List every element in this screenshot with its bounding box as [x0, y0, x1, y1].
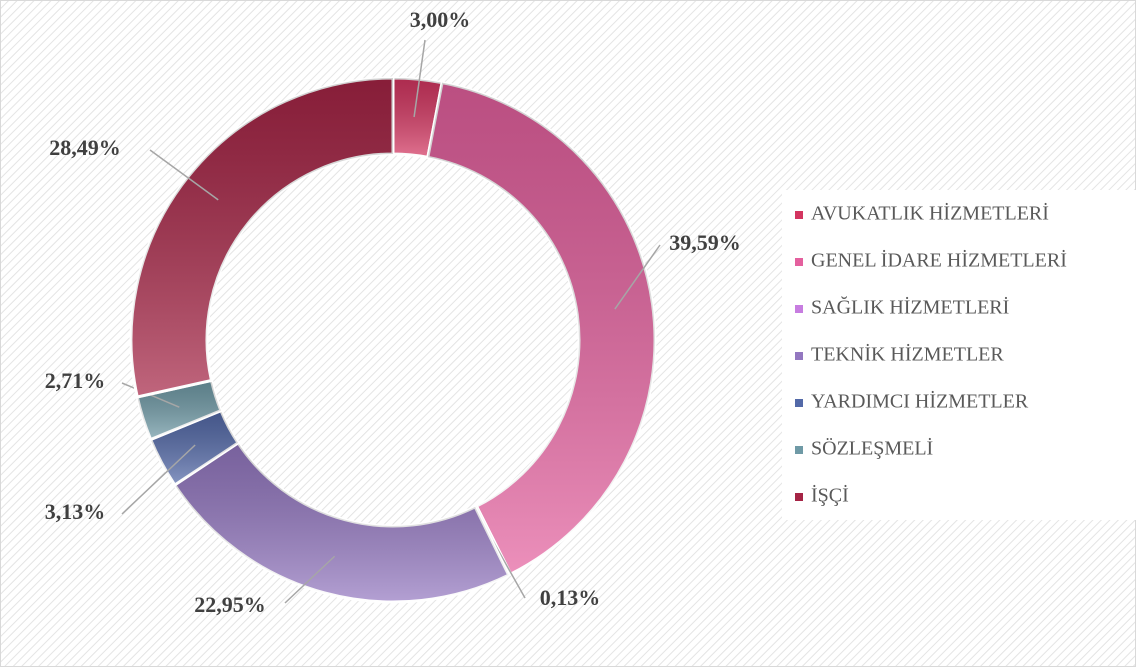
legend-marker: [795, 399, 803, 407]
leader-line: [284, 555, 336, 604]
legend-marker: [795, 446, 803, 454]
legend-marker: [795, 352, 803, 360]
legend-marker: [795, 211, 803, 219]
legend-label: TEKNİK HİZMETLER: [811, 343, 1004, 366]
legend-label: SÖZLEŞMELİ: [811, 437, 933, 460]
leader-line: [413, 39, 426, 118]
legend-box: [782, 190, 1136, 520]
data-label: 3,13%: [45, 499, 106, 524]
data-label: 39,59%: [669, 230, 741, 255]
legend-label: SAĞLIK HİZMETLERİ: [811, 296, 1009, 319]
data-label: 2,71%: [45, 368, 106, 393]
legend-label: YARDIMCI HİZMETLER: [811, 390, 1029, 413]
data-label: 3,00%: [410, 7, 471, 32]
legend-label: AVUKATLIK HİZMETLERİ: [811, 202, 1049, 225]
data-label: 28,49%: [49, 135, 121, 160]
leader-line: [121, 444, 196, 515]
leader-line: [149, 149, 219, 201]
data-label: 22,95%: [194, 592, 266, 617]
legend-marker: [795, 258, 803, 266]
leader-line: [614, 244, 661, 310]
legend-marker: [795, 493, 803, 501]
legend-label: İŞÇİ: [811, 484, 849, 507]
data-label: 0,13%: [540, 585, 601, 610]
legend-label: GENEL İDARE HİZMETLERİ: [811, 249, 1067, 272]
legend-marker: [795, 305, 803, 313]
